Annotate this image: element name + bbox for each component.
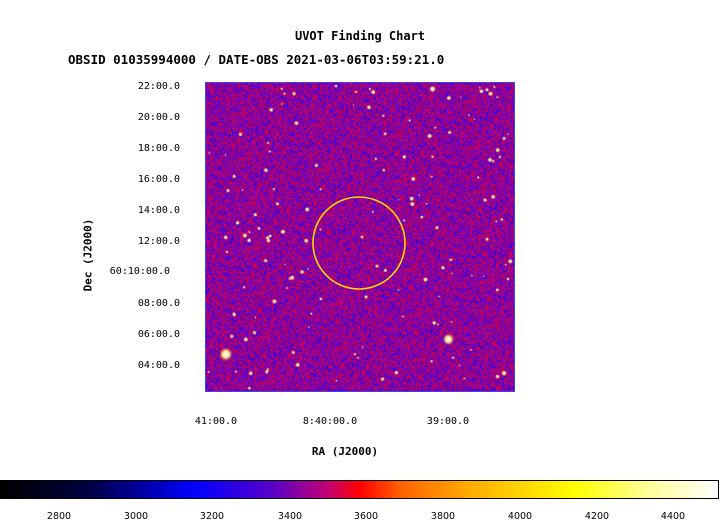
colorbar-tick-label: 3200 xyxy=(199,511,225,522)
sky-image-canvas xyxy=(206,83,514,391)
y-tick-label: 14:00.0 xyxy=(137,205,180,216)
colorbar-tick-label: 4200 xyxy=(584,511,610,522)
colorbar xyxy=(0,480,719,499)
sky-image xyxy=(205,82,515,392)
chart-title: UVOT Finding Chart xyxy=(294,29,426,43)
colorbar-tick-label: 3800 xyxy=(430,511,456,522)
colorbar-tick-label: 2800 xyxy=(46,511,72,522)
colorbar-tick-label: 3000 xyxy=(123,511,149,522)
colorbar-tick-label: 4000 xyxy=(507,511,533,522)
y-tick-label: 12:00.0 xyxy=(137,236,180,247)
observation-subtitle: OBSID 01035994000 / DATE-OBS 2021-03-06T… xyxy=(68,52,445,67)
x-tick-label: 39:00.0 xyxy=(426,416,470,427)
colorbar-tick-label: 4400 xyxy=(660,511,686,522)
source-region-circle xyxy=(312,196,406,290)
region-overlay xyxy=(312,196,406,290)
y-tick-label: 18:00.0 xyxy=(137,143,180,154)
colorbar-tick-label: 3600 xyxy=(353,511,379,522)
colorbar-tick-label: 3400 xyxy=(277,511,303,522)
y-axis-label: Dec (J2000) xyxy=(81,218,95,292)
x-axis-label: RA (J2000) xyxy=(311,445,379,458)
y-tick-label: 08:00.0 xyxy=(137,298,180,309)
y-tick-label: 22:00.0 xyxy=(137,81,180,92)
y-tick-label: 04:00.0 xyxy=(137,360,180,371)
x-tick-label: 41:00.0 xyxy=(194,416,238,427)
y-tick-label: 16:00.0 xyxy=(137,174,180,185)
y-tick-label: 20:00.0 xyxy=(137,112,180,123)
y-tick-label: 06:00.0 xyxy=(137,329,180,340)
x-tick-label: 8:40:00.0 xyxy=(302,416,358,427)
y-tick-label: 60:10:00.0 xyxy=(109,266,170,277)
